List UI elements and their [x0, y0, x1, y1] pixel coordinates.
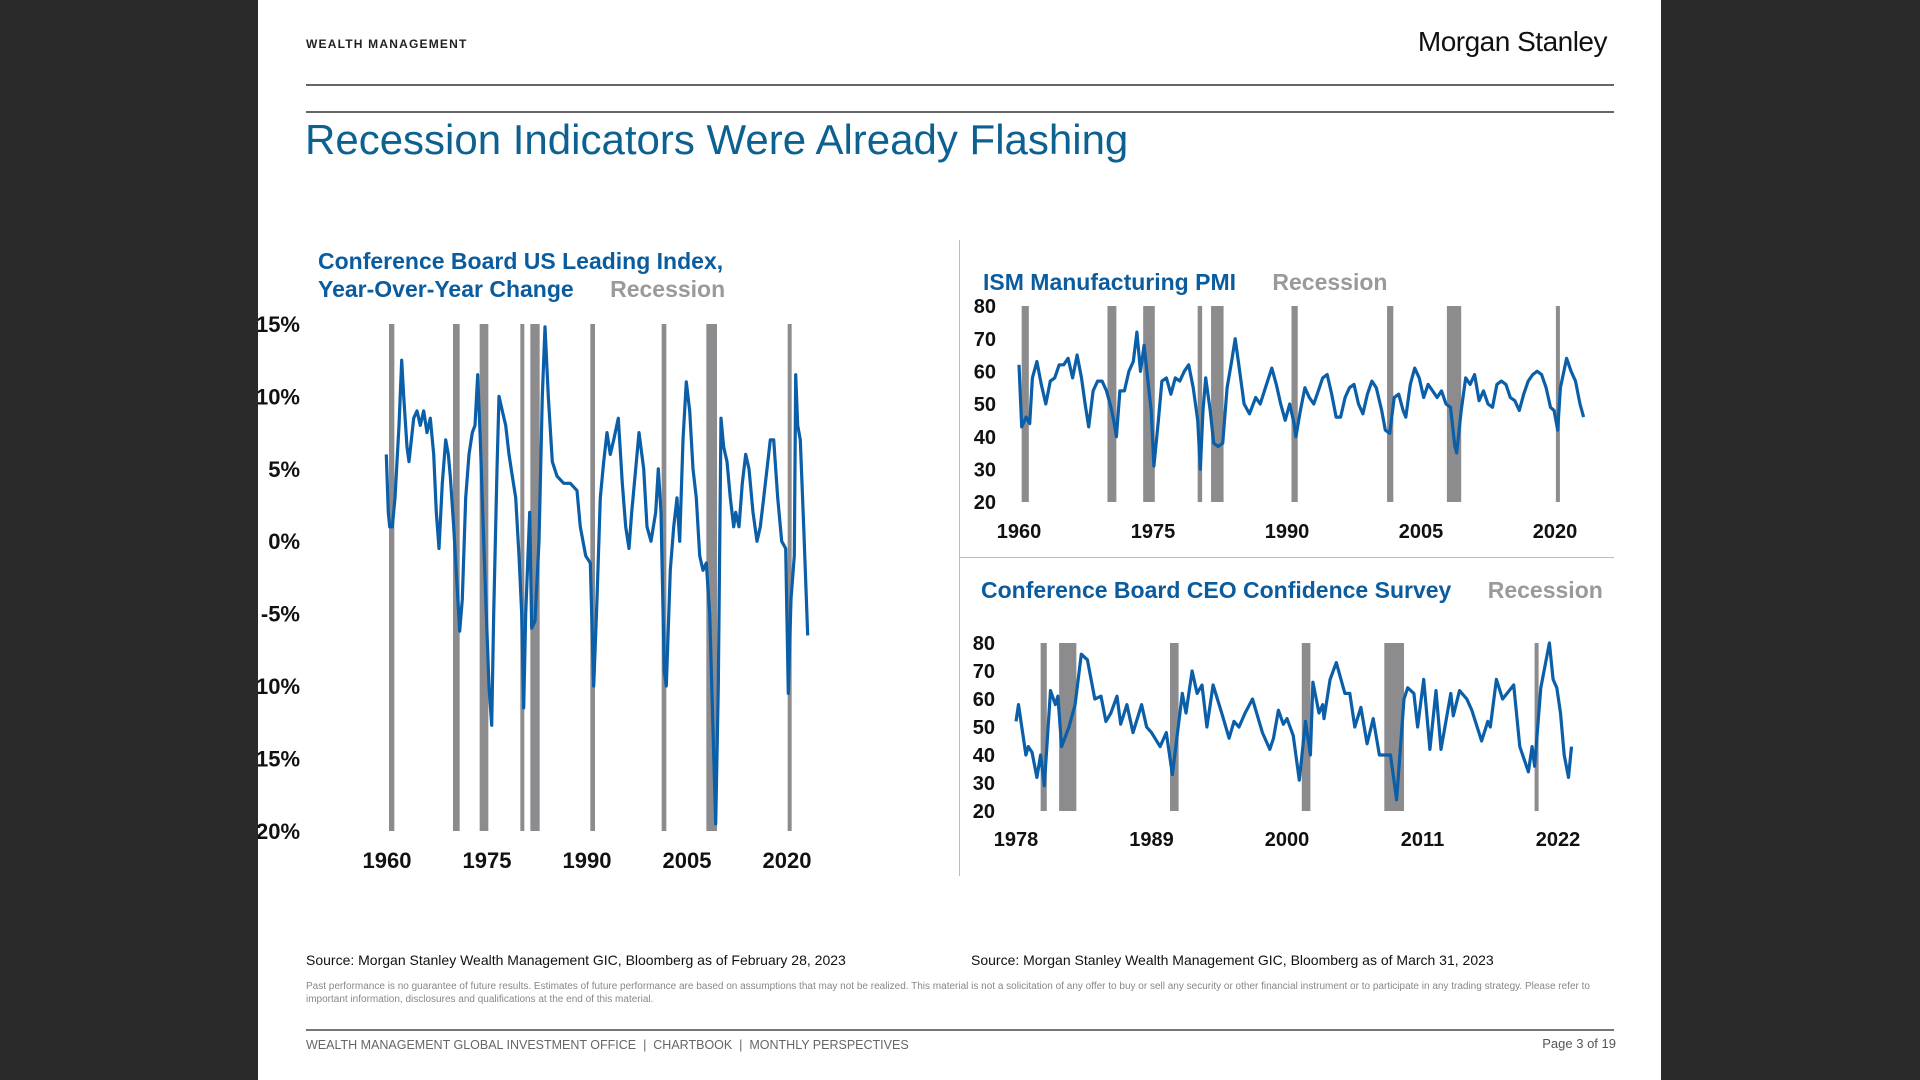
y-tick-label: 30: [973, 773, 995, 795]
y-tick-label: 80: [974, 296, 996, 318]
chart-ceo-confidence: 80 70 60 50 40 30 20 1978 1989 2000 2011 2022: [973, 633, 1581, 851]
x-tick-label: 2020: [1533, 521, 1578, 543]
disclaimer: Past performance is no guarantee of futu…: [306, 981, 1590, 1005]
y-tick-label: 30: [974, 460, 996, 482]
series-line: [384, 325, 810, 826]
chart-title-ceo-confidence: Conference Board CEO Confidence Survey R…: [981, 576, 1603, 604]
x-tick-label: 2005: [663, 848, 712, 873]
recession-bar: [706, 324, 717, 831]
y-tick-label: -20%: [258, 819, 300, 844]
y-tick-label: 40: [974, 427, 996, 449]
chart-title-text: ISM Manufacturing PMI: [983, 269, 1236, 295]
y-tick-label: 20: [973, 801, 995, 823]
page-number: Page 3 of 19: [1542, 1036, 1616, 1051]
x-tick-label: 1960: [363, 848, 412, 873]
y-tick-label: 40: [973, 745, 995, 767]
y-tick-label: 5%: [268, 457, 300, 482]
y-tick-label: 20: [974, 492, 996, 514]
recession-bar: [1211, 306, 1224, 502]
source-note-left: Source: Morgan Stanley Wealth Management…: [306, 952, 846, 968]
recession-bar: [1197, 306, 1203, 502]
recession-bar: [1291, 306, 1298, 502]
chart-divider-vertical: [959, 240, 960, 876]
y-tick-label: 80: [973, 633, 995, 655]
page-title: Recession Indicators Were Already Flashi…: [305, 116, 1129, 163]
footer-text: WEALTH MANAGEMENT GLOBAL INVESTMENT OFFI…: [306, 1038, 909, 1052]
recession-bar: [590, 324, 595, 831]
chart-leading-index: 15% 10% 5% 0% -5% -10% -15% -20% 1960 1975 1990 200…: [258, 312, 811, 873]
x-tick-label: 1990: [1265, 521, 1310, 543]
y-tick-label: 70: [974, 329, 996, 351]
legend-recession: Recession: [1487, 577, 1603, 603]
charts-canvas: 15% 10% 5% 0% -5% -10% -15% -20% 1960 1975 1990 200…: [258, 296, 1586, 873]
chart-title-leading-index: Conference Board US Leading Index, Year-…: [318, 247, 778, 303]
source-note-right: Source: Morgan Stanley Wealth Management…: [971, 952, 1494, 968]
header-rule-top: [306, 84, 1614, 86]
x-tick-label: 1989: [1129, 829, 1174, 851]
y-tick-label: -5%: [261, 602, 300, 627]
legend-recession: Recession: [1272, 269, 1388, 295]
x-tick-label: 2011: [1401, 829, 1444, 851]
recession-bar: [661, 324, 667, 831]
y-tick-label: -10%: [258, 674, 300, 699]
recession-bar: [1040, 643, 1047, 811]
footer-rule: [306, 1029, 1614, 1031]
recession-bar: [520, 324, 525, 831]
x-tick-label: 2022: [1536, 829, 1581, 851]
y-tick-label: 50: [974, 394, 996, 416]
recession-bar: [1446, 306, 1462, 502]
recession-bar: [1387, 306, 1394, 502]
chart-divider-horizontal: [959, 557, 1614, 558]
recession-bar: [1169, 643, 1179, 811]
x-tick-label: 2005: [1399, 521, 1444, 543]
y-tick-label: -15%: [258, 746, 300, 771]
x-tick-label: 2000: [1265, 829, 1310, 851]
section-label: WEALTH MANAGEMENT: [306, 37, 468, 51]
x-tick-label: 1960: [997, 521, 1042, 543]
y-tick-label: 60: [974, 362, 996, 384]
header-rule-bottom: [306, 111, 1614, 113]
x-tick-label: 1978: [994, 829, 1039, 851]
y-tick-label: 60: [973, 689, 995, 711]
y-tick-label: 10%: [258, 384, 300, 409]
x-tick-label: 2020: [763, 848, 812, 873]
morgan-stanley-logo: Morgan Stanley: [1417, 26, 1608, 57]
y-tick-label: 70: [973, 661, 995, 683]
legend-recession: Recession: [610, 276, 726, 302]
recession-bar: [1107, 306, 1117, 502]
recession-bar: [1021, 306, 1029, 502]
recession-bar: [787, 324, 792, 831]
series-line: [1014, 641, 1574, 802]
recession-bar: [389, 324, 395, 831]
slide-page: WEALTH MANAGEMENT Morgan Stanley Recessi…: [258, 0, 1661, 1080]
y-tick-label: 50: [973, 717, 995, 739]
x-tick-label: 1990: [563, 848, 612, 873]
x-tick-label: 1975: [463, 848, 512, 873]
y-tick-label: 0%: [268, 529, 300, 554]
recession-bar: [530, 324, 540, 831]
y-tick-label: 15%: [258, 312, 300, 337]
chart-title-ism-pmi: ISM Manufacturing PMI Recession: [983, 268, 1387, 296]
series-line: [1017, 330, 1586, 471]
x-tick-label: 1975: [1131, 521, 1176, 543]
chart-title-text: Conference Board US Leading Index, Year-…: [318, 248, 724, 302]
chart-title-text: Conference Board CEO Confidence Survey: [981, 577, 1452, 603]
